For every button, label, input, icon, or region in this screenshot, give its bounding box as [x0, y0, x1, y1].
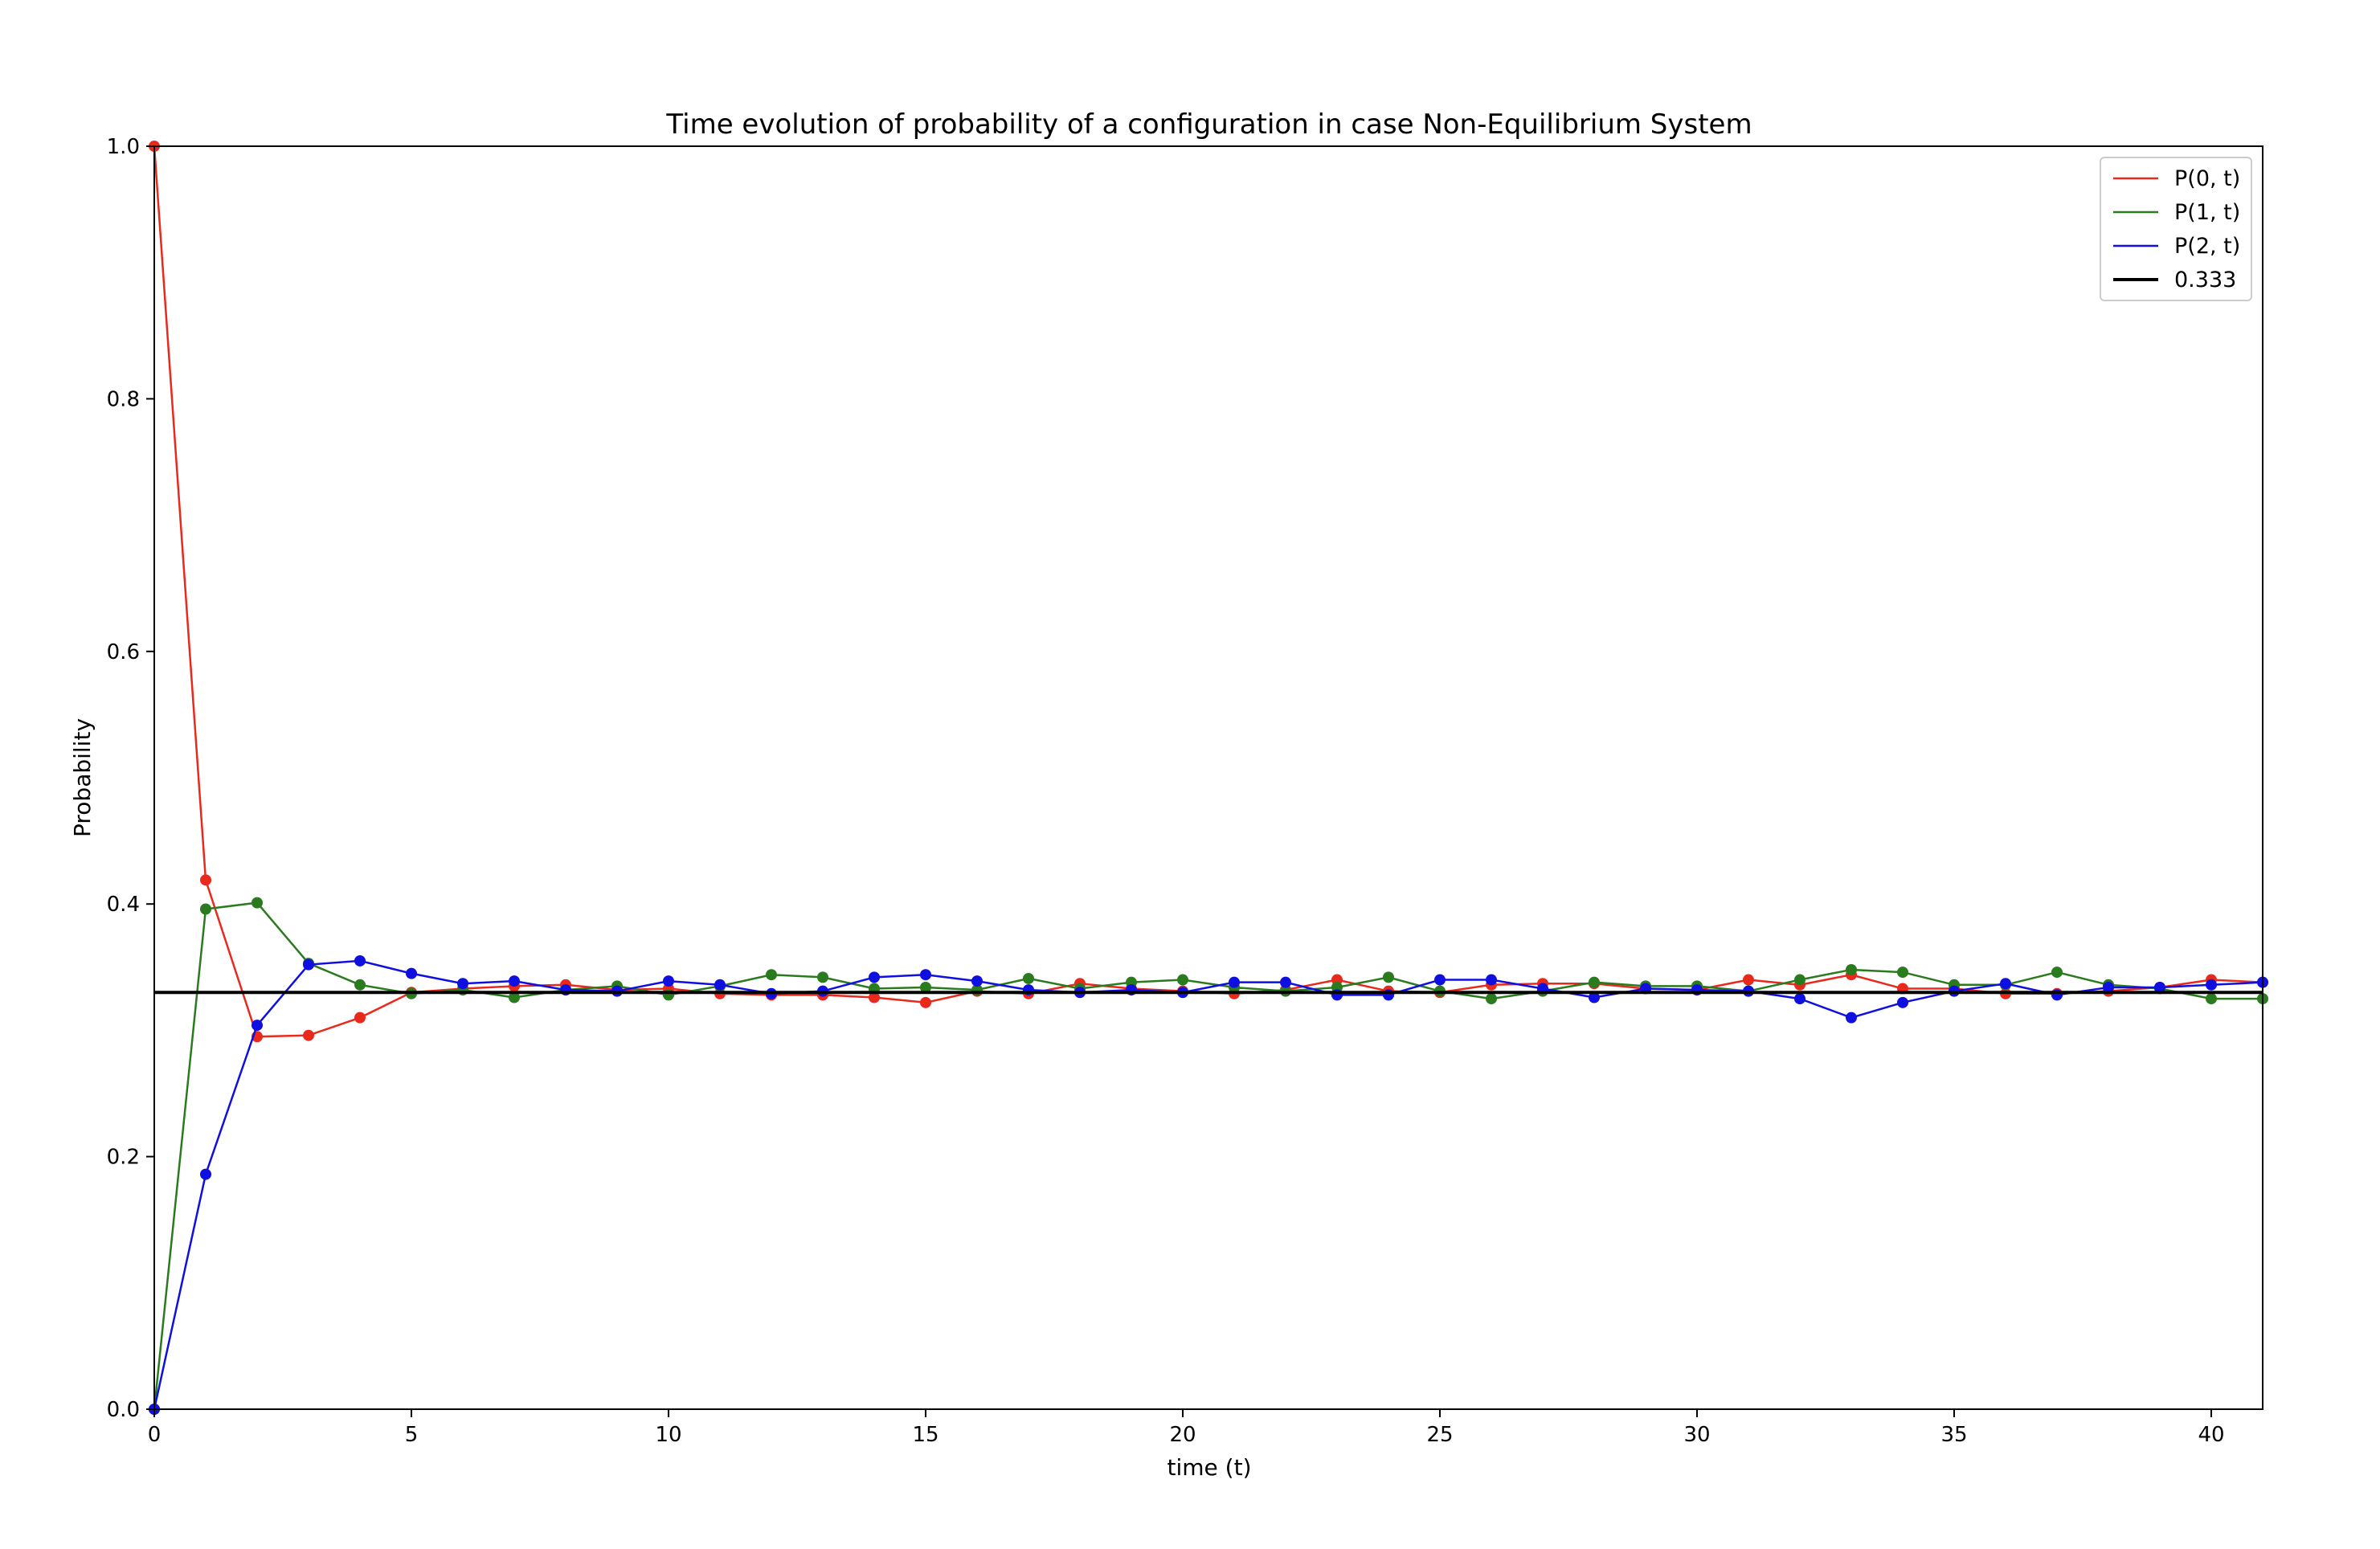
data-point-p1: [354, 979, 366, 991]
data-point-p1: [817, 971, 828, 983]
data-point-p1: [509, 991, 520, 1003]
x-tick-label: 0: [148, 1423, 162, 1447]
data-point-p1: [1589, 976, 1600, 988]
data-point-p0: [354, 1012, 366, 1024]
data-point-p2: [354, 954, 366, 967]
x-tick-label: 35: [1940, 1423, 1967, 1447]
data-point-p2: [1229, 976, 1240, 988]
data-point-p2: [509, 975, 520, 987]
y-tick-label: 1.0: [107, 135, 140, 159]
data-point-p2: [1846, 1012, 1857, 1024]
legend-label-p2: P(2, t): [2174, 234, 2240, 259]
data-point-p1: [1023, 972, 1034, 984]
data-point-p2: [2000, 978, 2011, 990]
plot-area: [149, 141, 2268, 1415]
x-tick-label: 5: [405, 1423, 419, 1447]
data-point-p1: [766, 969, 777, 981]
data-point-p0: [1743, 974, 1754, 986]
legend-label-p1: P(1, t): [2174, 200, 2240, 225]
x-axis: 0 5 10 15 20 25 30 35 40: [148, 1409, 2225, 1447]
y-tick-label: 0.4: [107, 893, 140, 917]
data-point-p1: [1177, 974, 1188, 986]
data-point-p2: [251, 1020, 263, 1032]
data-point-p1: [1794, 974, 1805, 986]
data-point-p2: [2103, 981, 2114, 993]
series-line-p2: [153, 959, 2263, 1410]
data-point-p2: [714, 979, 726, 991]
plot-frame: [153, 145, 2263, 1410]
legend-label-p0: P(0, t): [2174, 166, 2240, 191]
data-point-p1: [1486, 993, 1497, 1005]
y-tick-label: 0.0: [107, 1398, 140, 1422]
data-point-p0: [920, 996, 931, 1008]
data-point-p2: [2154, 981, 2165, 993]
data-point-p1: [920, 981, 931, 993]
legend: P(0, t) P(1, t) P(2, t) 0.333: [2100, 157, 2252, 301]
data-point-p2: [971, 975, 983, 987]
legend-label-reference: 0.333: [2174, 268, 2236, 292]
data-point-p2: [2206, 979, 2217, 991]
data-point-p2: [1434, 974, 1446, 986]
data-point-p2: [1486, 974, 1497, 986]
x-axis-label: time (t): [1168, 1454, 1252, 1481]
data-point-p0: [200, 874, 211, 886]
data-point-p2: [920, 969, 931, 981]
data-point-p2: [663, 975, 674, 987]
data-point-p2: [1794, 993, 1805, 1005]
x-tick-label: 25: [1426, 1423, 1453, 1447]
data-point-p2: [200, 1168, 211, 1180]
x-tick-label: 30: [1683, 1423, 1710, 1447]
x-tick-label: 15: [912, 1423, 939, 1447]
series-line-p1: [153, 901, 2263, 1410]
data-point-p1: [2206, 993, 2217, 1005]
x-tick-label: 40: [2198, 1423, 2224, 1447]
data-point-p1: [1846, 963, 1857, 975]
data-point-p1: [1897, 967, 1908, 979]
data-point-p1: [2051, 967, 2063, 979]
data-point-p2: [457, 978, 468, 990]
y-axis-label: Probability: [69, 718, 96, 837]
data-point-p1: [251, 897, 263, 909]
data-point-p2: [869, 971, 880, 983]
y-tick-label: 0.6: [107, 640, 140, 664]
y-axis: 0.0 0.2 0.4 0.6 0.8 1.0: [107, 135, 154, 1422]
y-tick-label: 0.2: [107, 1146, 140, 1170]
data-point-p2: [1280, 976, 1291, 988]
data-point-p0: [869, 991, 880, 1003]
data-point-p2: [406, 967, 417, 979]
x-tick-label: 10: [655, 1423, 681, 1447]
data-point-p1: [200, 903, 211, 915]
x-tick-label: 20: [1169, 1423, 1196, 1447]
data-point-p2: [303, 958, 314, 971]
y-tick-label: 0.8: [107, 387, 140, 411]
data-point-p2: [1589, 991, 1600, 1003]
data-point-p0: [303, 1029, 314, 1041]
data-point-p1: [1383, 971, 1394, 983]
data-point-p2: [1897, 996, 1908, 1008]
chart-title: Time evolution of probability of a confi…: [665, 108, 1752, 141]
legend-box: [2100, 157, 2252, 301]
